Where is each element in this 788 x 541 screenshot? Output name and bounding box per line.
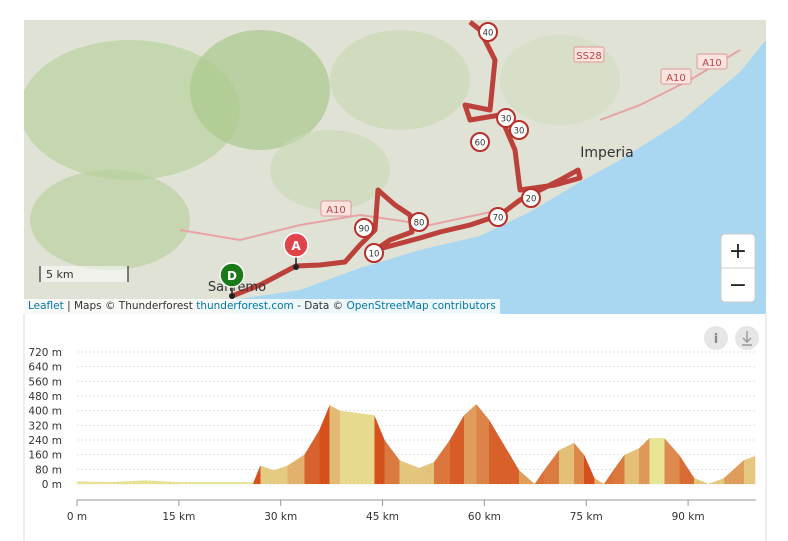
km-marker [409, 212, 429, 232]
km-marker [488, 207, 508, 227]
start-marker [283, 232, 309, 258]
zoom-in[interactable]: + [729, 239, 747, 264]
x-tick-label: 60 km [468, 511, 501, 523]
road-label: A10 [666, 73, 686, 84]
km-marker [521, 188, 541, 208]
x-tick-label: 30 km [264, 511, 297, 523]
attribution-text: | Maps © Thunderforest [67, 300, 193, 312]
end-label: D [227, 269, 237, 283]
end-dot [229, 293, 235, 299]
zoom-out[interactable]: − [729, 273, 747, 298]
road-label: A10 [702, 58, 722, 69]
km-marker-label: 60 [475, 139, 486, 149]
km-marker-label: 20 [526, 195, 537, 205]
km-marker-label: 10 [369, 250, 380, 260]
road-label: SS28 [576, 51, 601, 62]
elevation-chart: 0 m 80 m 160 m 240 m 320 m 400 m 480 m 560 m 640… [28, 347, 756, 523]
info-icon: i [714, 332, 718, 347]
elevation-area [77, 404, 756, 484]
y-tick-label: 640 m [28, 362, 62, 374]
y-tick-label: 560 m [28, 376, 62, 388]
place-label: Sanremo [208, 280, 266, 295]
y-tick-label: 480 m [28, 391, 62, 403]
map[interactable]: SS28A10A10A10ImperiaSanremo4030306020709… [20, 20, 766, 314]
y-tick-label: 720 m [28, 347, 62, 359]
end-marker [219, 262, 245, 288]
x-tick-label: 90 km [672, 511, 705, 523]
km-marker-label: 80 [414, 219, 425, 229]
start-label: A [291, 239, 301, 253]
km-marker [470, 132, 490, 152]
road-shield [320, 200, 352, 217]
osm-link[interactable]: OpenStreetMap contributors [346, 300, 496, 312]
attribution-text: - Data © [297, 300, 344, 312]
road-shield [660, 68, 692, 85]
km-marker [478, 22, 498, 42]
attribution: Leaflet | Maps © Thunderforest thunderfo… [24, 299, 500, 314]
km-marker-label: 90 [359, 225, 370, 235]
y-tick-label: 240 m [28, 435, 62, 447]
place-label: Imperia [580, 145, 634, 161]
zoom-control: + − [720, 233, 756, 303]
x-tick-label: 15 km [162, 511, 195, 523]
y-tick-label: 80 m [35, 464, 62, 476]
start-dot [293, 264, 299, 270]
km-marker-label: 30 [501, 115, 512, 125]
km-marker-label: 70 [493, 214, 504, 224]
km-marker-label: 30 [514, 127, 525, 137]
thunderforest-link[interactable]: thunderforest.com [196, 300, 294, 312]
info-button[interactable] [704, 326, 728, 350]
scale-label: 5 km [46, 268, 74, 281]
road-label: A10 [326, 205, 346, 216]
km-marker-label: 40 [483, 29, 494, 39]
x-tick-label: 45 km [366, 511, 399, 523]
km-marker [364, 243, 384, 263]
download-icon [742, 331, 752, 346]
road-shield [696, 53, 728, 70]
km-marker [354, 218, 374, 238]
x-tick-label: 75 km [570, 511, 603, 523]
x-tick-label: 0 m [67, 511, 87, 523]
y-tick-label: 400 m [28, 406, 62, 418]
km-marker [496, 108, 516, 128]
leaflet-link[interactable]: Leaflet [28, 300, 64, 312]
road-shield [573, 46, 605, 63]
km-marker [509, 120, 529, 140]
y-tick-label: 0 m [42, 479, 62, 491]
y-tick-label: 160 m [28, 450, 62, 462]
y-tick-label: 320 m [28, 420, 62, 432]
